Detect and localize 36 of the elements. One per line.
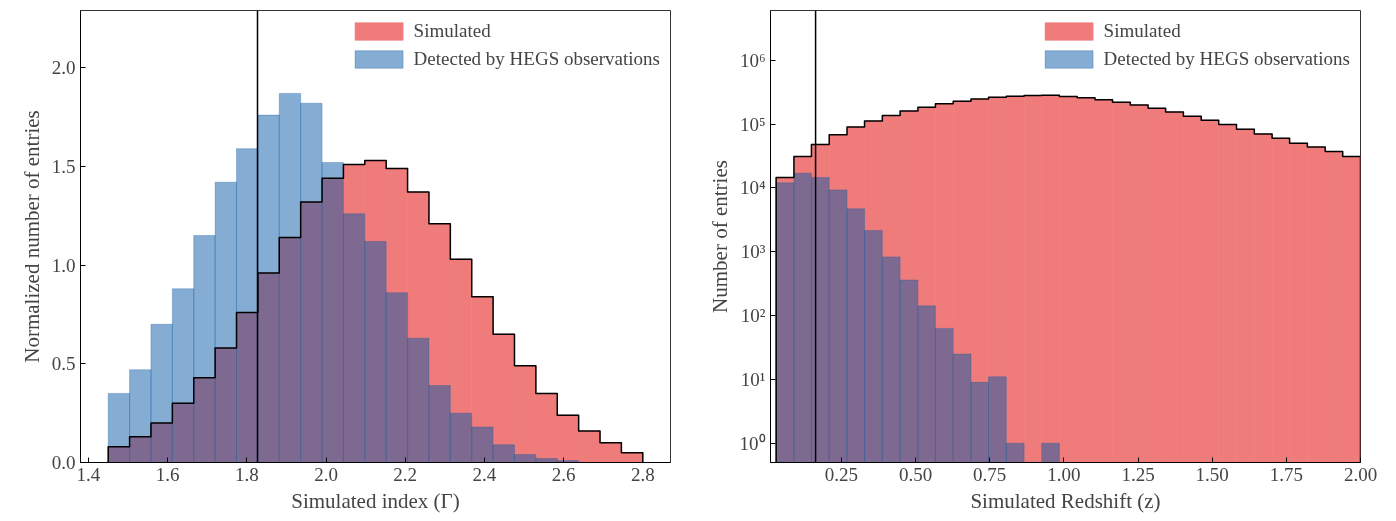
- x-tick-label: 2.2: [393, 463, 418, 485]
- y-tick-label: 1.0: [51, 254, 76, 276]
- x-tick-label: 2.00: [1343, 463, 1378, 485]
- x-tick-label: 1.4: [76, 463, 101, 485]
- x-tick-label: 1.6: [155, 463, 180, 485]
- y-tick-label: 10⁵: [739, 113, 766, 135]
- x-axis-title: Simulated Redshift (z): [970, 488, 1161, 513]
- y-tick-label: 10²: [740, 305, 766, 327]
- y-tick-label: 1.5: [51, 155, 76, 177]
- x-tick-label: 0.75: [973, 463, 1007, 485]
- y-tick-label: 10⁰: [739, 432, 766, 454]
- y-tick-label: 0.5: [51, 353, 76, 375]
- x-tick-label: 0.50: [898, 463, 933, 485]
- y-tick-label: 10³: [740, 241, 766, 263]
- y-tick-label: 10⁴: [739, 177, 766, 199]
- x-tick-label: 2.4: [472, 463, 497, 485]
- legend-label: Detected by HEGS observations: [1103, 48, 1350, 70]
- x-tick-label: 2.0: [314, 463, 338, 485]
- x-tick-label: 1.25: [1121, 463, 1155, 485]
- y-axis-title: Number of entries: [707, 160, 732, 313]
- x-tick-label: 1.75: [1269, 463, 1303, 485]
- y-tick-label: 0.0: [51, 452, 76, 473]
- x-tick-label: 2.6: [551, 463, 576, 485]
- x-tick-label: 1.00: [1047, 463, 1081, 485]
- y-tick-label: 10¹: [740, 368, 766, 390]
- x-axis-title: Simulated index (Γ): [291, 488, 460, 513]
- y-axis-title: Normalized number of entries: [19, 110, 44, 363]
- y-tick-label: 10⁶: [739, 49, 766, 71]
- x-tick-label: 0.25: [824, 463, 859, 485]
- y-tick-label: 2.0: [51, 57, 76, 79]
- legend-label: Detected by HEGS observations: [413, 48, 660, 70]
- x-tick-label: 2.8: [630, 463, 655, 485]
- x-tick-label: 1.50: [1195, 463, 1229, 485]
- legend-label: Simulated: [1103, 20, 1181, 42]
- x-tick-label: 1.8: [234, 463, 259, 485]
- legend-label: Simulated: [413, 20, 491, 42]
